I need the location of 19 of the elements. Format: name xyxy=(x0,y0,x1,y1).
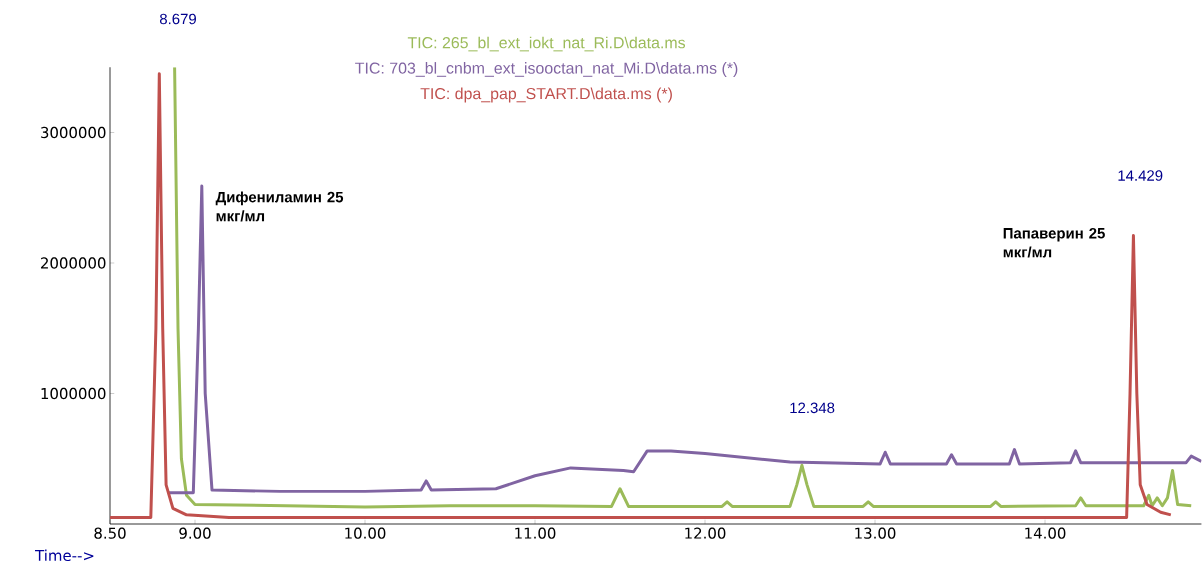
x-tick-label: 14.00 xyxy=(1025,527,1066,539)
y-tick-label: 1000000 xyxy=(41,387,106,399)
annotation: 12.348 xyxy=(790,402,835,413)
text: TIC: 265_bl_ext_iokt_nat_Ri.D\data.ms xyxy=(407,36,686,52)
annotation: Папаверин 25 мкг/мл xyxy=(1003,227,1105,258)
x-tick-label: 12.00 xyxy=(685,527,726,539)
text: 8.679 xyxy=(159,13,196,25)
y-tick-label: 2000000 xyxy=(41,257,106,269)
x-tick-label: 8.50 xyxy=(94,527,126,539)
y-tick-label: 3000000 xyxy=(41,126,106,138)
x-tick-label: 9.00 xyxy=(179,527,211,539)
x-tick-label: 13.00 xyxy=(855,527,896,539)
x-axis-title: Time--> xyxy=(35,549,94,561)
text: TIC: 703_bl_cnbm_ext_isooctan_nat_Mi.D\data.ms (*) xyxy=(355,61,738,77)
annotation: Дифениламин 25 мкг/мл xyxy=(215,191,344,222)
annotation: 14.429 xyxy=(1118,170,1163,181)
x-tick-label: 10.00 xyxy=(345,527,386,539)
text: TIC: dpa_pap_START.D\data.ms (*) xyxy=(420,87,672,103)
x-tick-label: 11.00 xyxy=(515,527,556,539)
